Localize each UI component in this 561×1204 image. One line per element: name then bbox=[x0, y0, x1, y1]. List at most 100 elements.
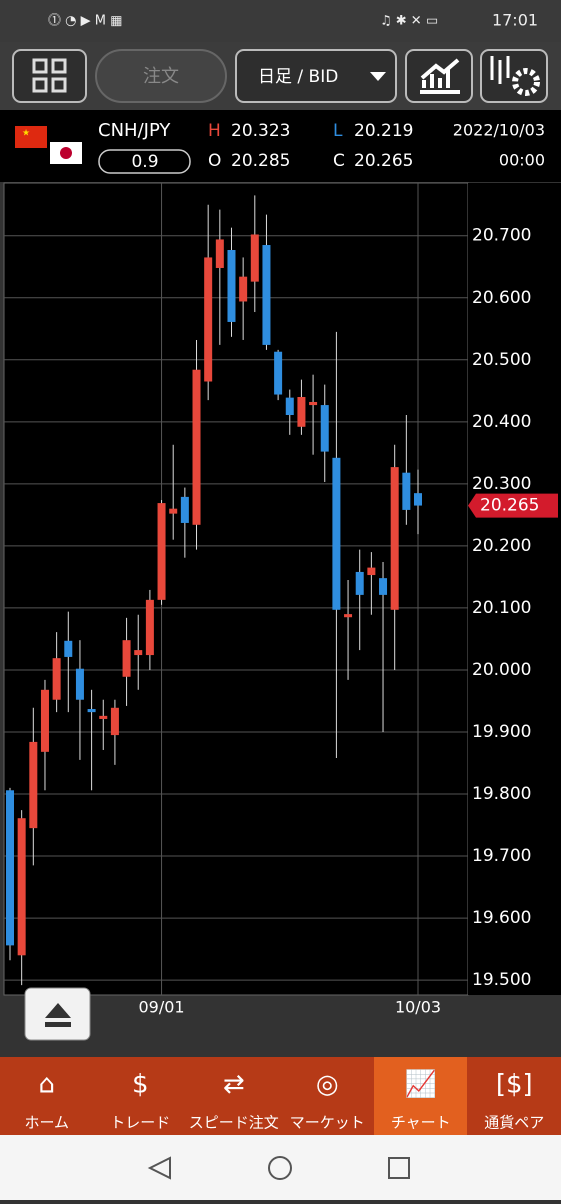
system-nav bbox=[0, 1135, 561, 1200]
nav-label[interactable]: スピード注文 bbox=[189, 1114, 279, 1132]
candle-body bbox=[274, 351, 283, 395]
y-tick-label: 20.200 bbox=[472, 536, 531, 556]
y-tick-label: 20.500 bbox=[472, 350, 531, 370]
candle-body bbox=[355, 571, 364, 595]
nav-label[interactable]: ホーム bbox=[24, 1114, 69, 1132]
bottom-nav bbox=[0, 1057, 561, 1135]
candle-body bbox=[414, 493, 422, 506]
indicator-icon bbox=[420, 58, 460, 94]
plot-area bbox=[3, 182, 469, 996]
nav-icon: $ bbox=[132, 1070, 149, 1100]
candle-body bbox=[344, 614, 353, 618]
candle-body bbox=[227, 249, 236, 322]
low: 20.219 bbox=[354, 121, 413, 141]
candle-body bbox=[192, 369, 201, 525]
time: 00:00 bbox=[499, 151, 545, 170]
settings-icon bbox=[490, 56, 510, 84]
high: 20.323 bbox=[231, 121, 290, 141]
candle-body bbox=[52, 658, 61, 700]
gear-icon bbox=[512, 68, 540, 96]
layout-button[interactable] bbox=[12, 49, 87, 103]
l-label: L bbox=[333, 121, 343, 141]
candle-body bbox=[320, 405, 329, 452]
status-icons-right: ♫ ✱ ✕ ▭ bbox=[380, 14, 438, 29]
indicator-button[interactable] bbox=[405, 49, 473, 103]
candle-body bbox=[99, 715, 108, 719]
flag-cn bbox=[15, 126, 47, 148]
grid-icon bbox=[32, 58, 67, 93]
y-tick-label: 19.900 bbox=[472, 722, 531, 742]
candle-body bbox=[17, 818, 26, 956]
back-button[interactable] bbox=[147, 1156, 171, 1180]
order-button[interactable] bbox=[95, 49, 227, 103]
candle-body bbox=[157, 503, 166, 600]
nav-icon: ⌂ bbox=[38, 1070, 55, 1100]
y-tick-label: 19.700 bbox=[472, 846, 531, 866]
candle-body bbox=[145, 599, 154, 656]
candle-body bbox=[134, 650, 143, 656]
date: 2022/10/03 bbox=[453, 121, 545, 140]
quote-panel bbox=[0, 110, 561, 182]
status-icons: ⓵ ◔ ▶ M ▦ bbox=[48, 14, 122, 29]
nav-label[interactable]: 通貨ペア bbox=[484, 1114, 544, 1132]
candle-body bbox=[367, 567, 376, 576]
y-tick-label: 19.500 bbox=[472, 970, 531, 990]
last-price-tag bbox=[468, 493, 558, 518]
nav-label[interactable]: マーケット bbox=[290, 1114, 365, 1132]
flag-star: ★ bbox=[22, 129, 30, 139]
candle-body bbox=[215, 239, 224, 268]
home-button[interactable] bbox=[268, 1156, 292, 1180]
candle-body bbox=[87, 709, 96, 713]
dropdown-arrow bbox=[370, 72, 386, 81]
chart: 19.500 19.600 19.700 19.800 19.900 20.000 20.1… bbox=[4, 183, 558, 1017]
y-tick-label: 20.000 bbox=[472, 660, 531, 680]
candle-body bbox=[64, 640, 73, 657]
spread-box bbox=[98, 149, 191, 174]
nav-icon: ⇄ bbox=[223, 1070, 245, 1100]
x-tick-label: 10/03 bbox=[395, 998, 441, 1017]
eject-icon bbox=[45, 1003, 71, 1027]
nav-label[interactable]: トレード bbox=[110, 1114, 170, 1132]
spread: 0.9 bbox=[131, 152, 158, 172]
y-tick-label: 20.300 bbox=[472, 474, 531, 494]
flag-sun bbox=[60, 147, 72, 159]
candle-body bbox=[379, 578, 388, 595]
candle-body bbox=[29, 741, 38, 829]
h-label: H bbox=[208, 121, 221, 141]
candle-body bbox=[402, 472, 411, 510]
candle-body bbox=[250, 234, 259, 282]
candle-body bbox=[40, 689, 49, 752]
order-label: 注文 bbox=[143, 66, 179, 87]
status-bar bbox=[0, 0, 561, 42]
clock: 17:01 bbox=[492, 11, 538, 30]
y-tick-label: 20.100 bbox=[472, 598, 531, 618]
candle-body bbox=[204, 257, 213, 382]
candle-body bbox=[285, 397, 294, 415]
c-label: C bbox=[333, 151, 345, 171]
price-axis bbox=[468, 183, 561, 995]
nav-label[interactable]: チャート bbox=[391, 1114, 451, 1132]
candle-body bbox=[180, 496, 189, 523]
candle-body bbox=[297, 397, 306, 427]
candle-body bbox=[75, 668, 84, 700]
recent-button[interactable] bbox=[388, 1157, 410, 1179]
candle-body bbox=[6, 790, 14, 946]
candle-body bbox=[239, 276, 248, 302]
candle-body bbox=[169, 508, 178, 514]
last-price-label: 20.265 bbox=[480, 496, 539, 516]
o-label: O bbox=[208, 151, 221, 171]
y-tick-label: 19.600 bbox=[472, 908, 531, 928]
y-tick-label: 20.600 bbox=[472, 288, 531, 308]
candle-body bbox=[390, 467, 399, 610]
y-tick-label: 19.800 bbox=[472, 784, 531, 804]
y-tick-label: 20.400 bbox=[472, 412, 531, 432]
y-tick-label: 20.700 bbox=[472, 226, 531, 246]
open: 20.285 bbox=[231, 151, 290, 171]
nav-icon: [$] bbox=[496, 1070, 533, 1100]
period-select[interactable] bbox=[235, 49, 397, 103]
nav-items: ⌂ ホーム $ トレード ⇄ スピード注文 ◎ マーケット 📈 チャート [$] 通貨ペア bbox=[24, 1069, 544, 1132]
nav-icon: ◎ bbox=[316, 1070, 339, 1100]
candle-body bbox=[110, 707, 119, 736]
